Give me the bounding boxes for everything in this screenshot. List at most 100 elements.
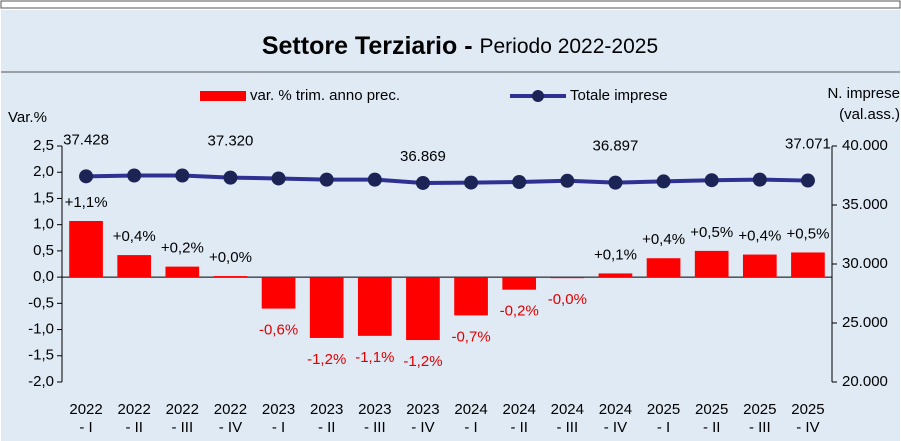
chart-subtitle: Periodo 2022-2025 — [479, 35, 658, 58]
bar — [165, 266, 200, 278]
x-tick-label: 2022 — [166, 401, 199, 418]
x-tick-label: - III — [749, 419, 771, 436]
y-tick-label: 2,0 — [33, 163, 54, 180]
x-tick-label: 2022 — [118, 401, 151, 418]
line-marker — [127, 168, 142, 183]
x-tick-label: 2023 — [262, 401, 295, 418]
y-axis-title: Var.% — [8, 109, 47, 126]
bar — [598, 273, 633, 278]
y2-tick-label: 30.000 — [842, 255, 888, 272]
data-label: +0,4% — [738, 228, 781, 245]
data-label: 37.320 — [207, 133, 253, 150]
bar — [791, 252, 825, 278]
legend-label: Totale imprese — [570, 87, 668, 104]
x-tick-label: - III — [556, 419, 578, 436]
y-tick-label: 2,5 — [33, 137, 54, 154]
data-label: +0,5% — [690, 224, 733, 241]
x-tick-label: - II — [510, 419, 528, 436]
line-marker — [79, 169, 94, 184]
title-group: Settore Terziario - Periodo 2022-2025 — [262, 32, 658, 60]
data-label: 37.071 — [785, 136, 831, 153]
line-marker — [752, 172, 767, 187]
bar — [502, 277, 537, 290]
y-tick-label: -1,0 — [28, 321, 54, 338]
x-tick-label: 2024 — [599, 401, 632, 418]
data-label: 36.869 — [400, 148, 446, 165]
line-marker — [800, 173, 815, 188]
line-marker — [415, 175, 430, 190]
line-marker — [560, 173, 575, 188]
data-label: -1,2% — [403, 353, 442, 370]
legend-swatch — [200, 91, 246, 101]
data-label: -1,2% — [307, 351, 346, 368]
bar — [550, 277, 585, 279]
bar — [117, 255, 152, 278]
bar — [694, 250, 729, 278]
y-tick-label: -2,0 — [28, 373, 54, 390]
x-tick-label: 2024 — [551, 401, 584, 418]
x-tick-label: 2025 — [791, 401, 824, 418]
y-tick-label: -1,5 — [28, 347, 54, 364]
bar — [742, 254, 777, 278]
bar — [646, 258, 681, 278]
y2-tick-label: 20.000 — [842, 373, 888, 390]
y-tick-label: 1,5 — [33, 189, 54, 206]
x-tick-label: - II — [703, 419, 721, 436]
x-tick-label: 2025 — [695, 401, 728, 418]
x-tick-label: 2023 — [406, 401, 439, 418]
line-marker — [367, 172, 382, 187]
data-label: +0,4% — [642, 231, 685, 248]
x-tick-label: 2022 — [69, 401, 102, 418]
x-tick-label: - II — [318, 419, 336, 436]
x-tick-label: - II — [125, 419, 143, 436]
y-tick-label: 1,0 — [33, 216, 54, 233]
data-label: -0,2% — [500, 303, 539, 320]
data-label: +0,0% — [209, 249, 252, 266]
x-tick-label: 2025 — [647, 401, 680, 418]
bar — [357, 277, 392, 336]
bar — [69, 220, 103, 278]
y-tick-label: 0,5 — [33, 242, 54, 259]
data-label: +0,1% — [594, 246, 637, 263]
data-label: +0,5% — [786, 225, 829, 242]
data-label: +0,2% — [161, 240, 204, 257]
y2-axis-title: N. imprese — [827, 85, 900, 102]
y2-tick-label: 25.000 — [842, 314, 888, 331]
data-label: +1,1% — [65, 194, 108, 211]
top-strip — [0, 0, 901, 9]
line-marker — [656, 174, 671, 189]
x-tick-label: 2025 — [743, 401, 776, 418]
line-marker — [271, 171, 286, 186]
x-tick-label: - III — [171, 419, 193, 436]
x-tick-label: - IV — [219, 419, 242, 436]
data-label: +0,4% — [113, 228, 156, 245]
data-label: -0,6% — [259, 322, 298, 339]
bar — [213, 276, 248, 278]
x-tick-label: - I — [657, 419, 670, 436]
x-tick-label: 2024 — [503, 401, 536, 418]
legend-swatch — [532, 90, 544, 102]
x-tick-label: - IV — [604, 419, 627, 436]
line-marker — [464, 175, 479, 190]
line-marker — [223, 170, 238, 185]
data-label: -0,7% — [451, 328, 490, 345]
y2-tick-label: 40.000 — [842, 137, 888, 154]
chart-title: Settore Terziario - — [262, 32, 480, 60]
x-tick-label: - IV — [411, 419, 434, 436]
y2-tick-label: 35.000 — [842, 196, 888, 213]
line-marker — [512, 174, 527, 189]
bar — [309, 277, 344, 338]
line-marker — [704, 173, 719, 188]
panel-bg — [1, 10, 900, 441]
y-tick-label: -0,5 — [28, 294, 54, 311]
bar — [454, 277, 488, 316]
data-label: -1,1% — [355, 349, 394, 366]
x-tick-label: - IV — [796, 419, 819, 436]
legend-label: var. % trim. anno prec. — [250, 87, 400, 104]
y2-axis-title: (val.ass.) — [839, 106, 900, 123]
x-tick-label: 2022 — [214, 401, 247, 418]
x-tick-label: 2023 — [310, 401, 343, 418]
x-tick-label: - I — [79, 419, 92, 436]
line-marker — [608, 175, 623, 190]
